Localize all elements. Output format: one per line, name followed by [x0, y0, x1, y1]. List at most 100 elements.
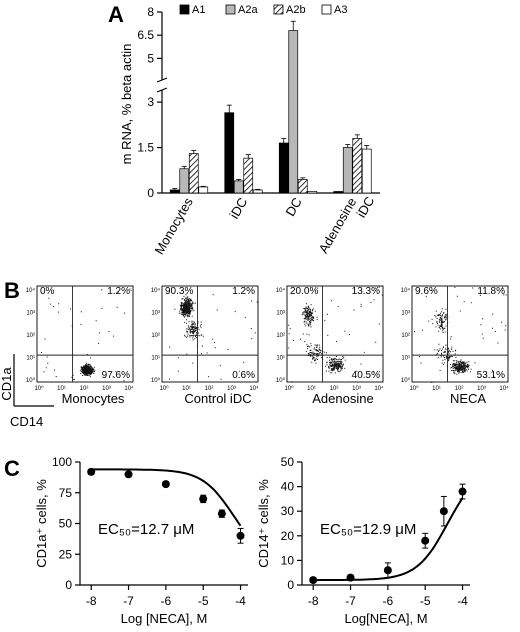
quadrant-upper-right-percent: 11.8%	[477, 286, 505, 297]
axis-break-mark	[156, 77, 168, 83]
bar	[179, 168, 190, 194]
panel-label-b: B	[4, 278, 20, 303]
quadrant-lower-right-percent: 0.6%	[232, 370, 255, 381]
facs-x-axis-label: CD14	[10, 414, 43, 429]
quadrant-upper-left-percent: 9.6%	[415, 286, 438, 297]
facs-x-tick-label: 10⁴	[124, 385, 134, 392]
bar	[243, 157, 254, 194]
panel-label-c: C	[4, 456, 20, 481]
data-point	[458, 487, 467, 496]
y-tick-label: 0	[287, 578, 294, 592]
facs-y-tick-label: 10²	[276, 333, 285, 339]
bar	[188, 153, 199, 194]
y-axis-label: CD1a⁺ cells, %	[34, 479, 49, 568]
data-point	[236, 531, 245, 540]
x-axis-label: Log[NECA], M	[344, 611, 427, 626]
facs-condition-label: Monocytes	[62, 391, 125, 406]
facs-y-tick-label: 10¹	[26, 356, 35, 362]
facs-events	[169, 287, 258, 380]
legend-label: A1	[192, 4, 205, 16]
facs-x-tick-label: 10⁴	[249, 385, 259, 392]
facs-plot-frame	[36, 285, 134, 383]
facs-y-tick-label: 10⁴	[401, 287, 411, 294]
x-tick-label: -7	[345, 594, 356, 608]
facs-y-tick-label: 10⁰	[276, 377, 286, 384]
y-tick-label: 3	[147, 95, 154, 109]
x-category-label-line: Monocytes	[151, 195, 196, 257]
facs-x-tick-label: 10¹	[432, 386, 441, 392]
facs-x-tick-label: 10⁰	[159, 385, 169, 392]
bar	[198, 186, 209, 194]
facs-y-axis-label: CD1a	[0, 367, 14, 401]
facs-plot-frame	[411, 285, 509, 383]
bar	[278, 142, 289, 194]
quadrant-lower-right-percent: 40.5%	[352, 370, 380, 381]
facs-events	[288, 286, 383, 383]
facs-condition-label: Control iDC	[184, 391, 251, 406]
facs-y-tick-label: 10⁴	[26, 287, 36, 294]
y-tick-label: 5	[147, 51, 154, 65]
data-point	[217, 509, 226, 518]
facs-x-tick-label: 10¹	[182, 386, 191, 392]
facs-y-tick-label: 10¹	[276, 356, 285, 362]
facs-y-tick-label: 10²	[401, 333, 410, 339]
x-tick-label: -7	[123, 594, 134, 608]
facs-x-tick-label: 10¹	[307, 386, 316, 392]
facs-y-tick-label: 10⁴	[276, 287, 286, 294]
x-category-label-line: DC	[282, 195, 304, 219]
x-category-label: Monocytes	[151, 195, 196, 257]
ec50-annotation: EC₅₀=12.9 μM	[320, 521, 416, 538]
y-tick-label: 8	[147, 5, 154, 19]
bar	[252, 189, 263, 194]
legend-swatch	[179, 4, 190, 15]
dose-response-cd14: 0 10 20 30 40 50 -8 -7 -6 -5 -4 CD14⁺ cells, % Log[N…	[256, 455, 470, 626]
y-tick-label: 20	[281, 529, 295, 543]
bar	[361, 148, 372, 194]
y-tick-label: 40	[281, 480, 295, 494]
flow-cytometry-plots: 10⁰ 10⁰ 10¹ 10¹ 10² 10² 10³ 10³ 10⁴ 10⁴ 0% 1.2% 97.6…	[0, 285, 509, 429]
data-point	[309, 576, 318, 585]
y-tick-label: 6.5	[137, 28, 154, 42]
facs-y-tick-label: 10¹	[401, 356, 410, 362]
x-category-label-line: iDC	[354, 194, 378, 220]
bar	[169, 189, 180, 194]
quadrant-upper-left-percent: 90.3%	[165, 286, 193, 297]
facs-y-tick-label: 10⁴	[151, 287, 161, 294]
bar	[297, 179, 308, 194]
quadrant-upper-right-percent: 1.2%	[232, 286, 255, 297]
facs-y-tick-label: 10³	[276, 311, 285, 317]
data-point	[124, 470, 133, 479]
quadrant-lower-right-percent: 97.6%	[102, 370, 130, 381]
y-tick-label: 0	[65, 578, 72, 592]
facs-y-tick-label: 10³	[26, 311, 35, 317]
x-tick-label: -6	[383, 594, 394, 608]
facs-x-tick-label: 10⁴	[499, 385, 509, 392]
data-point	[161, 480, 170, 489]
legend-swatch	[321, 4, 332, 15]
facs-x-tick-label: 10³	[352, 386, 361, 392]
x-tick-label: -4	[457, 594, 468, 608]
legend-label: A2a	[238, 4, 258, 16]
facs-x-tick-label: 10²	[455, 386, 464, 392]
x-tick-label: -8	[86, 594, 97, 608]
facs-x-tick-label: 10³	[227, 386, 236, 392]
x-category-label-line: Adenosine	[316, 195, 360, 256]
facs-y-tick-label: 10⁰	[401, 377, 411, 384]
facs-condition-label: NECA	[450, 391, 486, 406]
facs-x-tick-label: 10³	[102, 386, 111, 392]
facs-y-tick-label: 10³	[401, 311, 410, 317]
facs-events	[414, 286, 507, 383]
x-category-label-line: iDC	[227, 195, 251, 221]
facs-events	[41, 288, 132, 382]
quadrant-upper-right-percent: 13.3%	[352, 286, 380, 297]
panel-label-a: A	[108, 2, 124, 27]
facs-x-tick-label: 10⁰	[34, 385, 44, 392]
quadrant-upper-right-percent: 1.2%	[107, 286, 130, 297]
quadrant-upper-left-percent: 0%	[40, 286, 55, 297]
x-category-label: AdenosineiDC	[316, 186, 378, 263]
bar	[352, 138, 363, 194]
data-point	[346, 573, 355, 582]
bar	[333, 191, 344, 194]
y-tick-label: 1.5	[137, 141, 154, 155]
